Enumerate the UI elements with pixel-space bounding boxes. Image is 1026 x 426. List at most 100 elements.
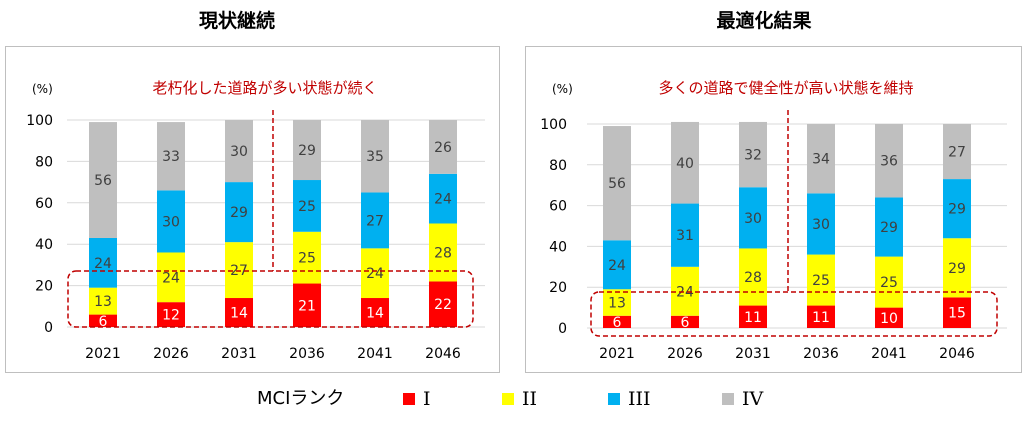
bar-segment-rank-1 (807, 305, 835, 328)
y-tick-label: 40 (35, 237, 53, 253)
legend-swatch-rank-3 (608, 393, 620, 405)
data-label: 14 (366, 306, 384, 322)
bar-segment-rank-1 (739, 305, 767, 328)
highlight-dashed-box (67, 270, 474, 328)
data-label: 34 (812, 152, 830, 168)
data-label: 15 (948, 306, 966, 322)
data-label: 6 (681, 315, 690, 331)
legend: MCIランク I II III IV (0, 384, 1026, 414)
bar-segment-rank-4 (603, 126, 631, 241)
y-tick-label: 80 (549, 158, 567, 174)
bar-segment-rank-3 (293, 180, 321, 232)
bar-segment-rank-2 (89, 287, 117, 315)
data-label: 27 (948, 145, 966, 161)
x-tick-label: 2026 (153, 346, 189, 362)
y-tick-label: 60 (35, 196, 53, 212)
bar-segment-rank-1 (293, 283, 321, 327)
bar-segment-rank-1 (225, 298, 253, 327)
data-label: 28 (434, 245, 452, 261)
data-label: 24 (94, 256, 112, 272)
legend-swatch-rank-4 (722, 393, 734, 405)
data-label: 35 (366, 149, 384, 165)
data-label: 10 (880, 311, 898, 327)
bar-segment-rank-3 (157, 190, 185, 253)
y-tick-label: 100 (540, 117, 567, 133)
data-label: 11 (812, 310, 830, 326)
y-tick-label: 20 (549, 280, 567, 296)
data-label: 25 (812, 273, 830, 289)
x-tick-label: 2041 (357, 346, 393, 362)
bar-segment-rank-1 (671, 315, 699, 328)
data-label: 36 (880, 154, 898, 170)
bar-segment-rank-2 (429, 223, 457, 282)
bar-segment-rank-3 (807, 193, 835, 255)
bar-segment-rank-2 (875, 256, 903, 308)
bar-segment-rank-1 (89, 314, 117, 327)
legend-title: MCIランク (257, 388, 345, 409)
x-tick-label: 2031 (735, 346, 771, 362)
legend-swatch-rank-2 (502, 393, 514, 405)
bar-segment-rank-1 (157, 302, 185, 327)
y-tick-label: 0 (44, 320, 53, 336)
data-label: 24 (676, 284, 694, 300)
data-label: 29 (880, 220, 898, 236)
legend-label-rank-1: I (423, 388, 431, 410)
bar-segment-rank-2 (157, 252, 185, 303)
data-label: 14 (230, 306, 248, 322)
bar-segment-rank-1 (603, 315, 631, 328)
highlight-dashed-box (590, 291, 998, 337)
x-tick-label: 2046 (425, 346, 461, 362)
bar-segment-rank-1 (875, 307, 903, 328)
data-label: 12 (162, 308, 180, 324)
bar-segment-rank-4 (225, 120, 253, 183)
data-label: 25 (298, 251, 316, 267)
bar-segment-rank-2 (807, 254, 835, 306)
data-label: 21 (298, 298, 316, 314)
bar-segment-rank-4 (875, 124, 903, 198)
bar-segment-rank-4 (429, 120, 457, 174)
stacked-bar-chart-optimized: 0 20 40 60 80 100 (%) 多くの道路で健全性が高い状態を維持 6 13 24 56 2… (540, 79, 1007, 362)
bar-segment-rank-4 (157, 122, 185, 191)
data-label: 30 (812, 217, 830, 233)
data-label: 6 (99, 314, 108, 330)
stacked-bar-chart-current: 0 20 40 60 80 100 (%) 老朽化した道路が多い状態が続く 6 13 24 56 202… (26, 79, 485, 362)
bar-segment-rank-1 (429, 281, 457, 327)
bar-segment-rank-1 (361, 298, 389, 327)
bar-segment-rank-4 (89, 122, 117, 238)
data-label: 28 (744, 270, 762, 286)
bar-segment-rank-4 (361, 120, 389, 193)
x-tick-label: 2046 (939, 346, 975, 362)
bar-segment-rank-3 (225, 182, 253, 243)
data-label: 32 (744, 148, 762, 164)
data-label: 13 (94, 294, 112, 310)
data-label: 56 (608, 176, 626, 192)
legend-label-rank-2: II (522, 388, 538, 410)
bar-segment-rank-2 (225, 242, 253, 299)
y-tick-label: 80 (35, 154, 53, 170)
bar-segment-rank-3 (429, 173, 457, 224)
legend-item-rank-4: IV (722, 384, 763, 414)
annotation-text: 多くの道路で健全性が高い状態を維持 (658, 79, 913, 97)
legend-item-rank-3: III (608, 384, 651, 414)
data-label: 40 (676, 156, 694, 172)
data-label: 29 (948, 202, 966, 218)
bar-segment-rank-2 (739, 248, 767, 306)
data-label: 24 (162, 270, 180, 286)
x-tick-label: 2036 (803, 346, 839, 362)
bar-segment-rank-4 (293, 120, 321, 181)
data-label: 30 (230, 144, 248, 160)
legend-item-rank-1: I (403, 384, 431, 414)
data-label: 30 (744, 211, 762, 227)
data-label: 31 (676, 228, 694, 244)
bar-segment-rank-4 (739, 121, 767, 188)
chart-title-optimized: 最適化結果 (716, 10, 812, 32)
data-label: 33 (162, 149, 180, 165)
x-tick-label: 2036 (289, 346, 325, 362)
annotation-text: 老朽化した道路が多い状態が続く (152, 79, 377, 97)
bar-segment-rank-2 (361, 248, 389, 299)
bar-segment-rank-3 (361, 192, 389, 249)
bar-segment-rank-2 (293, 231, 321, 284)
data-label: 24 (366, 266, 384, 282)
legend-label-rank-4: IV (742, 388, 764, 410)
data-label: 13 (608, 296, 626, 312)
